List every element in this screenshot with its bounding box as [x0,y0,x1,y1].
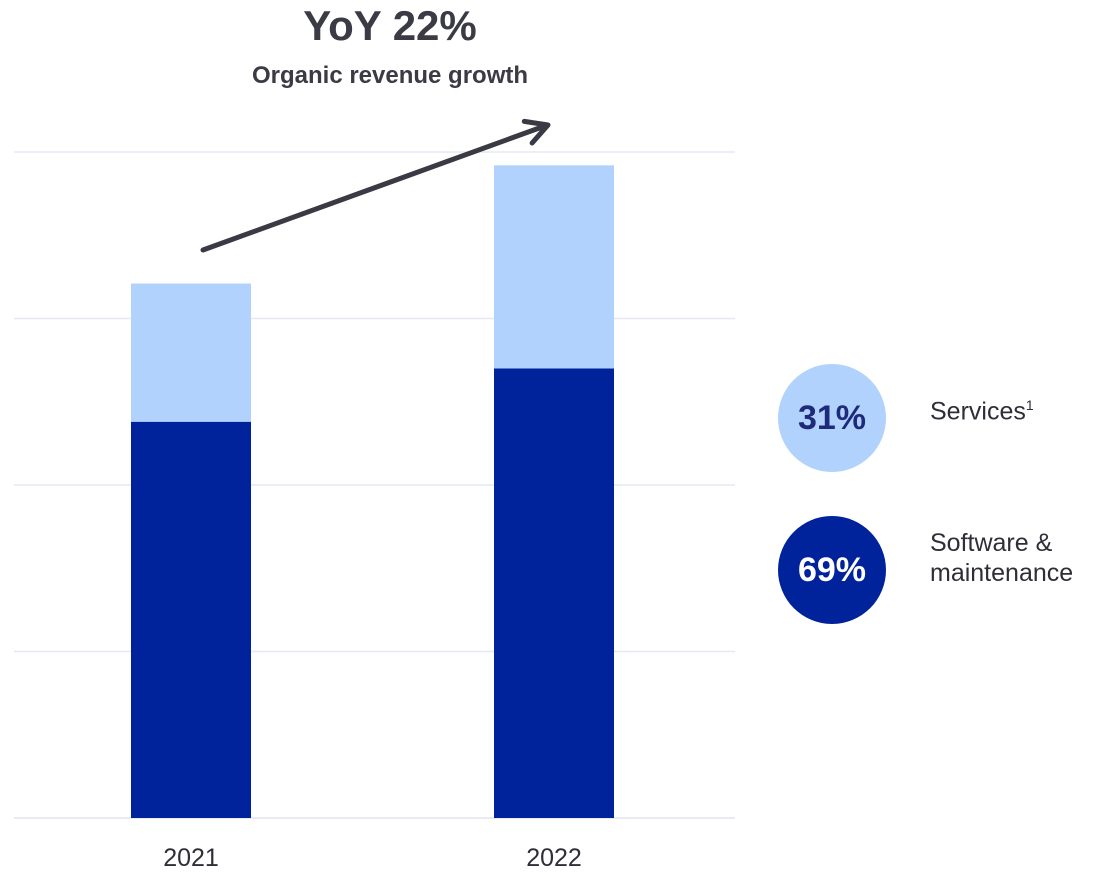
software-legend-label: Software & maintenance [930,528,1073,588]
services-footnote-marker: 1 [1025,397,1034,413]
services-share-value: 31% [797,398,867,437]
bar-software-maintenance-2022 [494,368,614,818]
services-legend-label: Services1 [930,390,1034,426]
growth-headline: YoY 22% [303,2,477,49]
x-tick-label-2021: 2021 [163,844,219,872]
bar-software-maintenance-2021 [131,421,251,818]
services-label-text: Services [930,397,1026,426]
growth-subheadline: Organic revenue growth [251,62,529,89]
software-label-line1: Software & [930,529,1053,557]
x-tick-label-2022: 2022 [526,844,582,872]
software-share-bubble: 69% [778,516,886,624]
bar-services-2021 [131,283,251,422]
software-share-value: 69% [797,550,867,589]
bar-services-2022 [494,165,614,369]
software-label-line2: maintenance [930,559,1074,587]
services-share-bubble: 31% [778,364,886,472]
growth-arrow-shaft [200,124,545,253]
growth-arrow-head [521,118,551,146]
